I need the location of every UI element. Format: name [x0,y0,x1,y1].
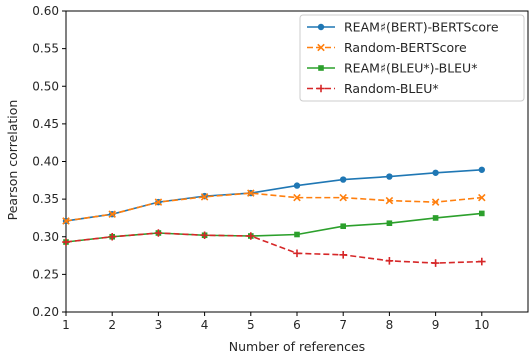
series-line [65,212,482,243]
data-point [431,259,440,267]
data-point [200,231,209,240]
data-point [154,229,163,237]
y-tick-label: 0.20 [32,305,59,319]
legend-item: REAM♯(BERT)-BERTScore [307,20,499,35]
data-point [386,173,393,180]
legend-label: REAM♯(BERT)-BERTScore [344,20,499,35]
data-point [385,257,394,265]
series-2 [62,189,486,225]
x-tick-label: 1 [62,318,70,332]
data-point [108,210,116,218]
legend-label: Random-BLEU* [344,81,439,96]
legend-label: Random-BERTScore [344,40,467,55]
legend-item: REAM♯(BLEU*)-BLEU* [307,61,477,76]
x-tick-label: 4 [201,318,209,332]
data-point [293,193,301,202]
data-point [108,232,116,241]
series-line [65,168,482,222]
data-point [200,193,209,201]
axes-layer: 1 2 3 4 5 6 7 8 9 10 0.20 0.25 0.30 0.35 0.40 0.45 0.50 0… [32,4,489,332]
legend: REAM♯(BERT)-BERTScore Random-BERTScore REA… [299,14,525,102]
y-tick-label: 0.50 [32,79,59,93]
x-tick-label: 7 [339,318,347,332]
y-tick-label: 0.60 [32,4,59,18]
data-point [478,257,486,266]
x-tick-label: 9 [432,318,440,332]
data-point [432,215,439,221]
series-4 [62,229,486,267]
data-point [386,220,393,227]
x-tick-label: 6 [293,318,301,332]
y-axis-title: Pearson correlation [5,100,20,221]
data-point [247,189,255,197]
data-point [293,249,301,258]
data-point [478,193,486,202]
x-tick-label: 5 [247,318,255,332]
x-tick-label: 10 [474,318,489,332]
y-tick-label: 0.25 [32,267,59,281]
data-point [294,231,300,238]
x-axis-title: Number of references [229,339,365,354]
data-point [385,196,394,205]
data-point [154,198,163,206]
data-point [340,223,346,230]
y-tick-label: 0.45 [32,117,59,131]
data-point [247,232,255,240]
data-point [431,198,440,206]
legend-label: REAM♯(BLEU*)-BLEU* [344,61,477,76]
data-point [478,166,485,173]
data-point [62,238,70,246]
data-point [339,251,347,259]
series-layer [62,166,486,267]
y-tick-label: 0.35 [32,192,59,206]
data-point [479,210,485,217]
y-tick-label: 0.30 [32,230,59,244]
x-tick-label: 3 [155,318,163,332]
legend-marker [317,43,325,52]
legend-marker [317,23,325,31]
legend-box [299,14,525,102]
x-tick-label: 8 [386,318,394,332]
y-tick-label: 0.55 [32,42,59,56]
series-line [65,192,482,222]
x-tick-label: 2 [108,318,116,332]
y-tick-label: 0.40 [32,155,59,169]
legend-item: Random-BLEU* [307,81,439,96]
data-point [339,193,347,202]
data-point [62,217,70,225]
series-line [65,232,482,264]
legend-marker [317,84,325,93]
data-point [293,182,301,189]
legend-marker [318,65,324,71]
data-point [432,169,439,176]
legend-item: Random-BERTScore [307,40,467,55]
data-point [340,176,347,183]
